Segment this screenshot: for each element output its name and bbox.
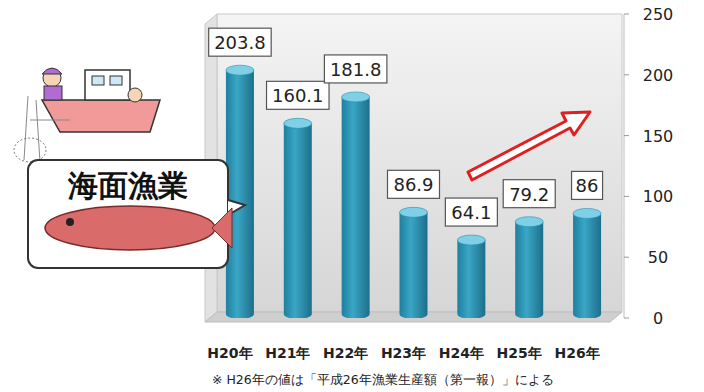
y-tick	[624, 14, 629, 15]
data-label-box	[503, 180, 555, 208]
y-tick	[624, 318, 629, 319]
data-label: 79.2	[509, 184, 549, 205]
y-tick-label: 150	[643, 127, 674, 146]
y-tick	[624, 257, 629, 258]
data-label-box	[209, 28, 272, 56]
bar	[400, 212, 428, 318]
bar	[226, 70, 254, 318]
boat-illustration	[14, 68, 160, 162]
label-bg	[63, 167, 192, 204]
data-label: 160.1	[272, 85, 324, 106]
data-label: 64.1	[451, 202, 491, 223]
bar-top	[226, 65, 254, 75]
trend-arrow	[468, 112, 590, 180]
x-tick-label: H21年	[265, 345, 310, 361]
bar	[573, 213, 601, 318]
bar	[515, 222, 543, 318]
x-tick-label: H24年	[439, 345, 484, 361]
bar-top	[400, 207, 428, 217]
bar-top	[457, 235, 485, 245]
bar-top	[515, 217, 543, 227]
data-label: 86	[576, 175, 599, 196]
footnote: ※ H26年の値は「平成26年漁業生産額（第一報）」による	[212, 372, 554, 387]
y-tick-label: 50	[648, 248, 668, 267]
y-tick	[624, 135, 629, 136]
bar	[457, 240, 485, 318]
y-tick	[624, 74, 629, 75]
data-label: 181.8	[330, 59, 382, 80]
y-tick	[624, 196, 629, 197]
data-label-box	[324, 55, 387, 83]
y-tick-label: 200	[643, 66, 674, 85]
bar-top	[284, 118, 312, 128]
y-tick-label: 250	[643, 5, 674, 24]
bar-top	[342, 92, 370, 102]
bar-top	[573, 208, 601, 218]
data-label-box	[445, 198, 497, 226]
data-label-box	[388, 170, 440, 198]
y-tick-label: 100	[643, 187, 674, 206]
bar	[284, 123, 312, 318]
bar	[342, 97, 370, 318]
bars	[226, 65, 601, 318]
data-label: 86.9	[393, 174, 433, 195]
x-tick-label: H23年	[381, 345, 426, 361]
chart: 0 50 100 150 200 250 203.8 160.1 181.8 86.9 64.1 79…	[0, 0, 704, 392]
y-axis	[624, 14, 625, 318]
x-tick-label: H26年	[554, 345, 599, 361]
fish-illustration	[45, 206, 232, 250]
x-tick-label: H22年	[323, 345, 368, 361]
label-text: 海面漁業	[67, 168, 188, 203]
data-label-box	[572, 171, 603, 199]
label-box	[28, 160, 228, 268]
data-label-box	[267, 81, 330, 109]
y-tick-label: 0	[653, 309, 663, 328]
x-tick-label: H20年	[207, 345, 252, 361]
data-label: 203.8	[214, 32, 266, 53]
x-tick-label: H25年	[497, 345, 542, 361]
